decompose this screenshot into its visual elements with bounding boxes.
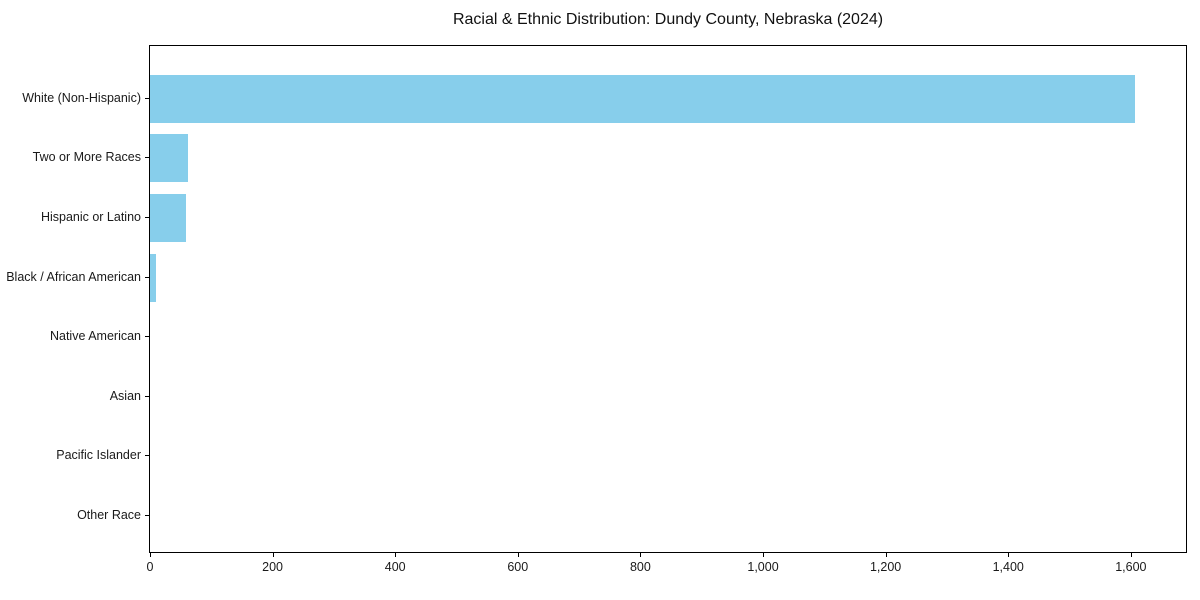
x-tick-label: 400 <box>384 560 406 574</box>
x-tick-label: 600 <box>507 560 529 574</box>
y-axis-label: Asian <box>109 388 141 403</box>
x-tick-label: 0 <box>146 560 154 574</box>
y-tick <box>145 217 149 218</box>
x-tick-label: 1,000 <box>747 560 779 574</box>
x-tick <box>1008 553 1010 557</box>
y-axis-label: Black / African American <box>6 269 141 284</box>
y-tick <box>145 276 149 278</box>
y-tick <box>145 395 149 397</box>
x-tick <box>272 553 274 557</box>
x-tick <box>640 553 642 557</box>
bar-white-non-hispanic <box>150 74 1135 123</box>
x-tick-label: 800 <box>629 560 651 574</box>
y-tick <box>145 515 149 516</box>
bar-two-or-more-races <box>150 134 188 183</box>
x-tick <box>885 553 887 557</box>
x-tick-label: 200 <box>262 560 284 574</box>
x-tick <box>150 553 151 557</box>
y-axis-label: Hispanic or Latino <box>40 210 141 224</box>
y-axis-label: Native American <box>49 329 141 344</box>
y-tick <box>145 97 149 99</box>
plot-area <box>149 45 1187 553</box>
y-axis-label: Other Race <box>77 508 141 522</box>
y-tick <box>145 157 149 159</box>
y-axis-label: Pacific Islander <box>56 448 141 463</box>
y-tick <box>145 336 149 338</box>
y-axis-label: White (Non-Hispanic) <box>22 90 141 105</box>
x-tick <box>763 553 765 557</box>
x-tick-label: 1,600 <box>1115 560 1147 574</box>
x-tick-label: 1,400 <box>992 560 1024 574</box>
y-axis-label: Two or More Races <box>32 150 141 165</box>
x-tick <box>517 553 519 557</box>
chart-title: Racial & Ethnic Distribution: Dundy Coun… <box>452 11 884 28</box>
bar-black-african-american <box>150 253 157 302</box>
x-tick <box>1130 553 1132 557</box>
bar-hispanic-or-latino <box>150 194 186 242</box>
x-tick <box>395 553 397 557</box>
y-tick <box>145 455 149 457</box>
x-tick-label: 1,200 <box>869 560 902 574</box>
